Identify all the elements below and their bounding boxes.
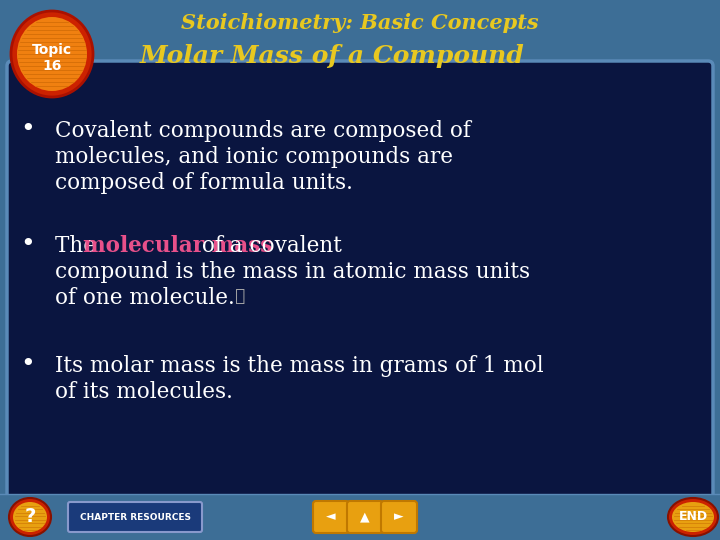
FancyBboxPatch shape (68, 502, 202, 532)
Text: molecules, and ionic compounds are: molecules, and ionic compounds are (55, 146, 453, 168)
Text: •: • (21, 352, 35, 376)
Text: of a covalent: of a covalent (195, 235, 342, 257)
Text: of one molecule.: of one molecule. (55, 287, 235, 309)
Text: CHAPTER RESOURCES: CHAPTER RESOURCES (79, 512, 191, 522)
Text: Its molar mass is the mass in grams of 1 mol: Its molar mass is the mass in grams of 1… (55, 355, 544, 377)
Ellipse shape (13, 502, 47, 532)
Text: ▲: ▲ (360, 510, 370, 523)
Text: compound is the mass in atomic mass units: compound is the mass in atomic mass unit… (55, 261, 530, 283)
Bar (0, 494, 720, 540)
Text: Topic: Topic (32, 43, 72, 57)
Text: END: END (678, 510, 708, 523)
Text: composed of formula units.: composed of formula units. (55, 172, 353, 194)
Text: Stoichiometry: Basic Concepts: Stoichiometry: Basic Concepts (181, 13, 539, 33)
Text: ►: ► (394, 510, 404, 523)
Text: molecular mass: molecular mass (83, 235, 272, 257)
FancyBboxPatch shape (7, 61, 713, 499)
Ellipse shape (672, 502, 714, 532)
FancyBboxPatch shape (381, 501, 417, 533)
Text: of its molecules.: of its molecules. (55, 381, 233, 403)
Text: Molar Mass of a Compound: Molar Mass of a Compound (140, 44, 525, 68)
Text: 🔊: 🔊 (230, 287, 246, 305)
Text: •: • (21, 232, 35, 256)
Ellipse shape (17, 17, 87, 91)
Ellipse shape (668, 498, 718, 536)
Text: Covalent compounds are composed of: Covalent compounds are composed of (55, 120, 471, 142)
Text: •: • (21, 117, 35, 141)
FancyBboxPatch shape (313, 501, 349, 533)
Text: ◄: ◄ (326, 510, 336, 523)
Ellipse shape (11, 11, 93, 97)
FancyBboxPatch shape (347, 501, 383, 533)
Text: ?: ? (24, 508, 36, 526)
Text: The: The (55, 235, 103, 257)
Text: 16: 16 (42, 59, 62, 73)
Ellipse shape (9, 498, 51, 536)
